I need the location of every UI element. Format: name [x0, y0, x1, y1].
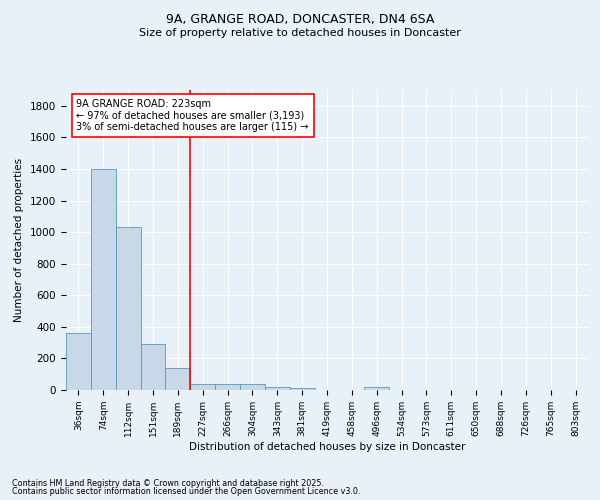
Bar: [364, 387, 389, 390]
Bar: [166, 368, 190, 390]
Text: Size of property relative to detached houses in Doncaster: Size of property relative to detached ho…: [139, 28, 461, 38]
Text: 9A, GRANGE ROAD, DONCASTER, DN4 6SA: 9A, GRANGE ROAD, DONCASTER, DN4 6SA: [166, 12, 434, 26]
Bar: [265, 387, 290, 390]
Bar: [140, 344, 166, 390]
X-axis label: Distribution of detached houses by size in Doncaster: Distribution of detached houses by size …: [189, 442, 465, 452]
Text: Contains public sector information licensed under the Open Government Licence v3: Contains public sector information licen…: [12, 487, 361, 496]
Bar: [116, 228, 140, 390]
Text: Contains HM Land Registry data © Crown copyright and database right 2025.: Contains HM Land Registry data © Crown c…: [12, 478, 324, 488]
Bar: [66, 333, 91, 390]
Text: 9A GRANGE ROAD: 223sqm
← 97% of detached houses are smaller (3,193)
3% of semi-d: 9A GRANGE ROAD: 223sqm ← 97% of detached…: [76, 99, 309, 132]
Y-axis label: Number of detached properties: Number of detached properties: [14, 158, 25, 322]
Bar: [290, 388, 314, 390]
Bar: [215, 384, 240, 390]
Bar: [240, 384, 265, 390]
Bar: [91, 169, 116, 390]
Bar: [190, 384, 215, 390]
